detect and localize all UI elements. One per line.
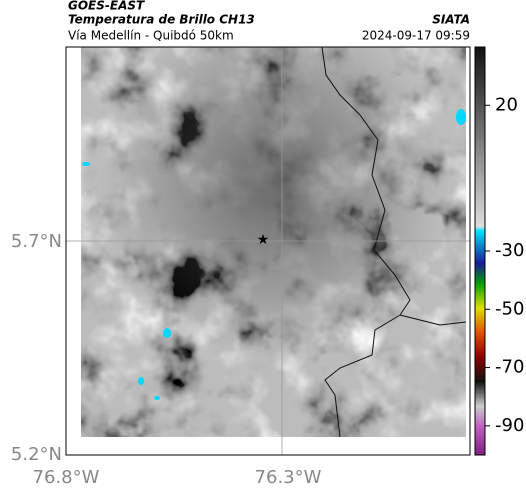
satellite-image bbox=[81, 47, 466, 437]
map-frame bbox=[65, 46, 471, 456]
colorbar bbox=[474, 46, 486, 456]
lon-label: 76.3°W bbox=[255, 467, 322, 488]
title: Temperatura de Brillo CH13 bbox=[68, 13, 255, 27]
colorbar-tick-label: 20 bbox=[495, 94, 518, 115]
colorbar-tick-label: -90 bbox=[495, 415, 524, 436]
lat-label: 5.7°N bbox=[11, 231, 62, 252]
lat-label: 5.2°N bbox=[11, 444, 62, 465]
colorbar-tick-label: -30 bbox=[495, 240, 524, 261]
satellite: GOES-EAST bbox=[68, 0, 145, 13]
source: SIATA bbox=[432, 13, 470, 27]
datetime: 2024-09-17 09:59 bbox=[362, 29, 470, 43]
city-marker: ★ bbox=[257, 232, 270, 248]
colorbar-tick-label: -70 bbox=[495, 357, 524, 378]
lon-label: 76.8°W bbox=[33, 467, 100, 488]
subtitle: Vía Medellín - Quibdó 50km bbox=[68, 29, 234, 43]
colorbar-tick-label: -50 bbox=[495, 298, 524, 319]
